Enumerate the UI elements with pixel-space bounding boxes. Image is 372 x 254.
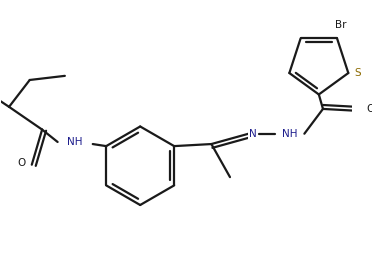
Text: Br: Br (336, 20, 347, 30)
Text: NH: NH (67, 137, 83, 147)
Text: O: O (366, 104, 372, 114)
Text: N: N (249, 129, 257, 139)
Text: NH: NH (282, 129, 298, 139)
Text: S: S (354, 68, 361, 78)
Text: O: O (17, 158, 26, 168)
